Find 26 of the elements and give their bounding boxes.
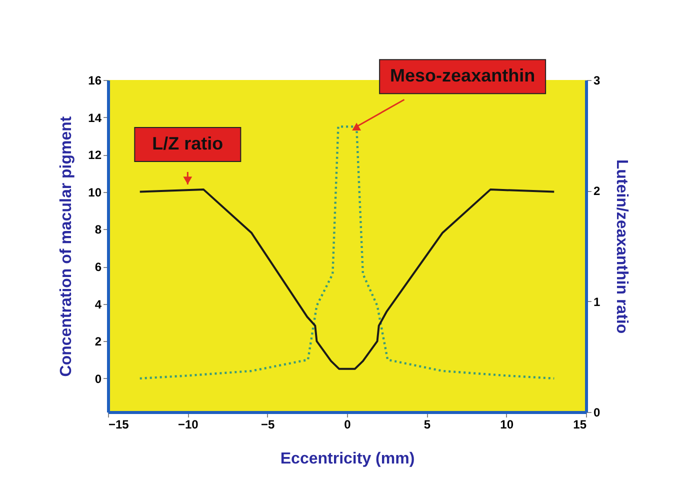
x-axis-title: Eccentricity (mm) — [280, 450, 415, 468]
annotation: L/Z ratio — [152, 133, 224, 154]
y2-tick-label: 1 — [594, 294, 600, 309]
y2-tick-label: 2 — [594, 184, 600, 198]
line-series — [138, 188, 556, 370]
y2-axis-title: Lutein/zeaxanthin ratio — [613, 159, 630, 334]
y-tick-label: 6 — [94, 260, 102, 274]
x-tick-label: −15 — [108, 418, 130, 432]
annotation: Meso-zeaxanthin — [390, 66, 536, 86]
x-tick-label: 15 — [573, 418, 587, 432]
y-tick-label: 12 — [88, 148, 102, 162]
y-tick-label: 14 — [88, 110, 102, 125]
y-tick-label: 10 — [88, 185, 102, 200]
y-tick-label: 16 — [88, 74, 102, 88]
y-tick-label: 4 — [94, 297, 102, 312]
y-tick-label: 0 — [94, 372, 102, 386]
x-tick-label: −10 — [178, 418, 199, 432]
x-tick-label: −5 — [260, 418, 275, 432]
x-tick-label: 10 — [500, 418, 514, 432]
y-tick-label: 2 — [94, 334, 102, 349]
y-tick-label: 8 — [94, 222, 102, 237]
y2-tick-label: 0 — [594, 406, 600, 420]
y-axis-title: Concentration of macular pigment — [58, 116, 76, 377]
x-tick-label: 5 — [424, 418, 431, 432]
x-tick-label: 0 — [344, 418, 352, 432]
y2-tick-label: 3 — [594, 74, 600, 88]
